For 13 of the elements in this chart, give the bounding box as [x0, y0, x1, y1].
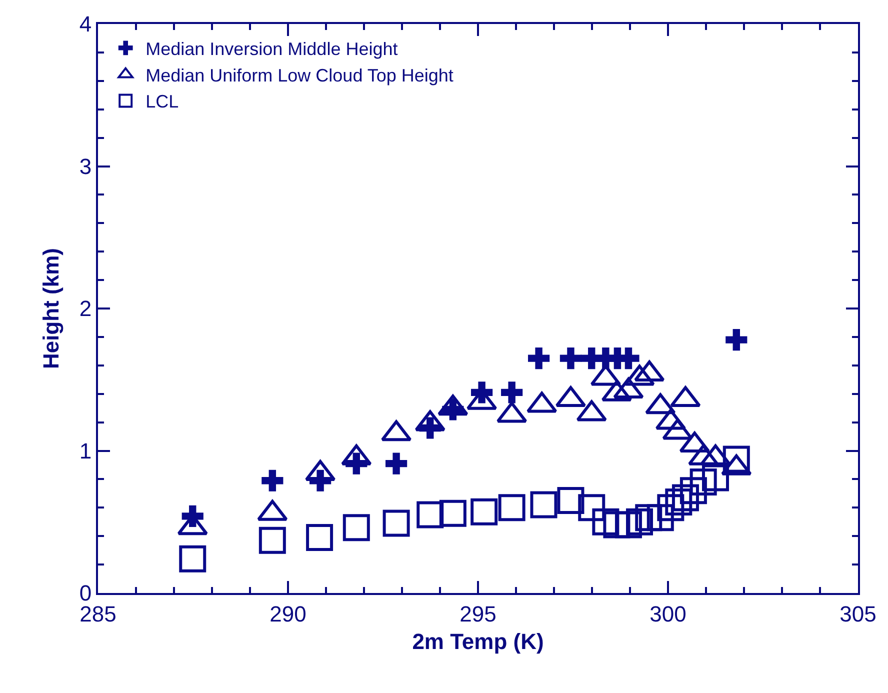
- x-tick-label: 290: [270, 601, 306, 626]
- legend-label: LCL: [146, 92, 179, 112]
- x-tick-label: 300: [650, 601, 686, 626]
- y-tick-label: 2: [79, 296, 92, 322]
- legend-label: Median Uniform Low Cloud Top Height: [146, 65, 454, 86]
- y-tick-label: 1: [79, 438, 92, 464]
- legend-label: Median Inversion Middle Height: [146, 38, 398, 59]
- x-axis-title: 2m Temp (K): [412, 628, 544, 654]
- y-axis-title: Height (km): [38, 248, 64, 369]
- x-tick-label: 295: [460, 601, 496, 626]
- y-tick-label: 3: [79, 154, 92, 179]
- y-tick-label: 4: [79, 12, 92, 37]
- x-tick-label: 305: [840, 601, 876, 626]
